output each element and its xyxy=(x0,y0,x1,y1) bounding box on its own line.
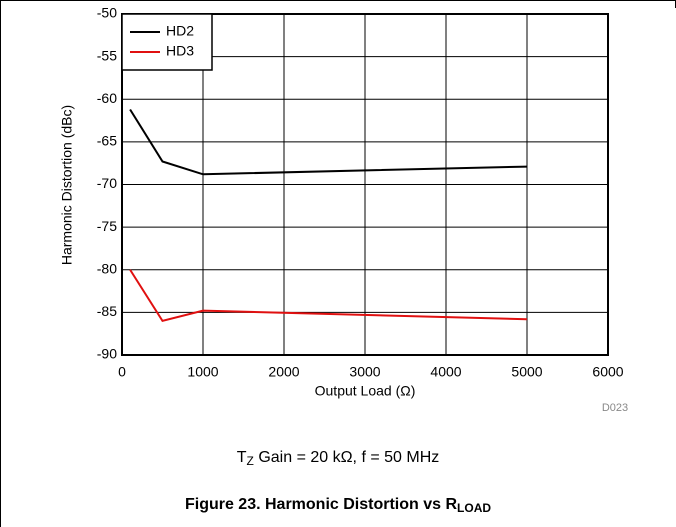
caption-sub: Z xyxy=(247,454,254,468)
legend-box xyxy=(121,13,213,71)
caption: TZ Gain = 20 kΩ, f = 50 MHz xyxy=(237,449,440,468)
figure-title-part: Figure 23. Harmonic Distortion vs R xyxy=(185,496,458,513)
series-line xyxy=(129,108,528,176)
plot-border xyxy=(121,13,609,356)
y-tick-label: -50 xyxy=(97,5,117,21)
x-tick-label: 3000 xyxy=(349,364,380,380)
x-tick-label: 4000 xyxy=(430,364,461,380)
x-tick-label: 2000 xyxy=(268,364,299,380)
figure-title: Figure 23. Harmonic Distortion vs RLOAD xyxy=(185,496,491,515)
figure-title-sub: LOAD xyxy=(457,501,491,515)
x-tick-label: 5000 xyxy=(511,364,542,380)
figure-id: D023 xyxy=(602,402,628,414)
x-tick-label: 6000 xyxy=(592,364,623,380)
x-axis-label: Output Load (Ω) xyxy=(315,383,416,399)
y-tick-label: -75 xyxy=(97,218,117,234)
x-tick-label: 0 xyxy=(118,364,126,380)
y-tick-label: -60 xyxy=(97,90,117,106)
y-axis-label: Harmonic Distortion (dBc) xyxy=(59,105,75,265)
y-tick-label: -70 xyxy=(97,175,117,191)
caption-part: T xyxy=(237,449,247,466)
y-tick-label: -85 xyxy=(97,303,117,319)
y-tick-label: -80 xyxy=(97,260,117,276)
y-tick-label: -55 xyxy=(97,47,117,63)
series-line xyxy=(129,269,528,323)
legend-label: HD3 xyxy=(166,43,194,59)
caption-part: Gain = 20 kΩ, f = 50 MHz xyxy=(254,449,439,466)
y-tick-label: -90 xyxy=(97,346,117,362)
y-tick-label: -65 xyxy=(97,133,117,149)
legend-label: HD2 xyxy=(166,23,194,39)
x-tick-label: 1000 xyxy=(187,364,218,380)
